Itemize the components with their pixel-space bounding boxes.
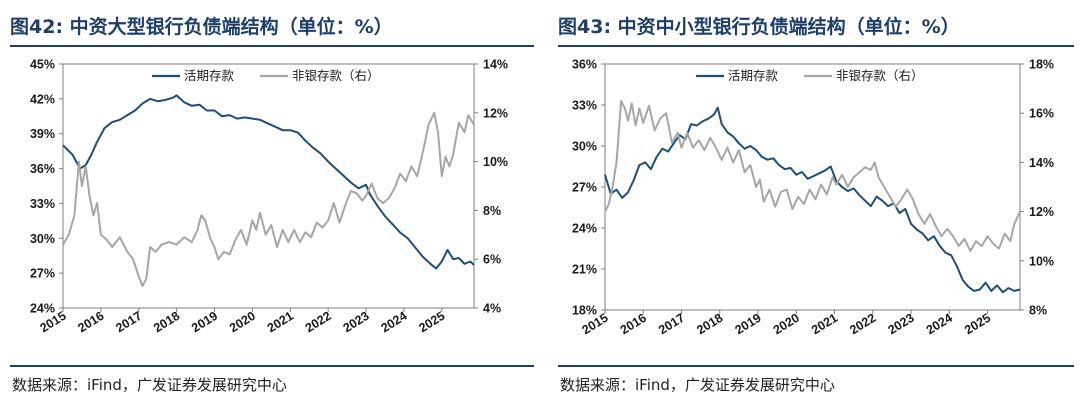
- x-tick-label: 2020: [227, 309, 258, 336]
- x-tick-label: 2025: [962, 311, 993, 338]
- legend-label: 活期存款: [728, 68, 779, 83]
- left-y-tick-label: 24%: [30, 302, 55, 316]
- left-y-tick-label: 36%: [572, 58, 597, 72]
- x-tick-label: 2023: [886, 311, 917, 338]
- legend-label: 非银存款（右）: [292, 68, 380, 83]
- right-y-tick-label: 4%: [483, 302, 501, 316]
- x-tick-label: 2016: [75, 309, 106, 336]
- left-y-tick-label: 36%: [30, 162, 55, 176]
- x-tick-label: 2024: [379, 309, 410, 336]
- right-y-tick-label: 14%: [1029, 156, 1054, 170]
- series-line-demand-deposit: [62, 94, 475, 270]
- right-y-tick-label: 16%: [1029, 107, 1054, 121]
- x-tick-label: 2021: [809, 311, 840, 338]
- right-y-tick-label: 12%: [483, 106, 508, 120]
- legend-label: 非银存款（右）: [836, 68, 924, 83]
- left-y-tick-label: 42%: [30, 92, 55, 106]
- left-y-tick-label: 30%: [30, 232, 55, 246]
- left-y-tick-label: 33%: [572, 99, 597, 113]
- right-panel: 图43: 中资中小型银行负债端结构（单位：%） 36% 33% 30% 27% 24% 2…: [548, 0, 1080, 416]
- right-y-tick-label: 8%: [1029, 304, 1047, 318]
- left-y-tick-label: 21%: [572, 263, 597, 277]
- left-bottom-rule: [10, 365, 534, 367]
- x-tick-label: 2018: [151, 309, 182, 336]
- left-chart: 45% 42% 39% 36% 33% 30% 27% 24% 14% 12% 10% 8% 6% 4% 2…: [30, 58, 508, 336]
- x-tick-label: 2017: [656, 311, 687, 338]
- left-chart-title: 图42: 中资大型银行负债端结构（单位：%）: [10, 16, 393, 38]
- x-tick-label: 2019: [189, 309, 220, 336]
- right-bottom-rule: [558, 365, 1074, 367]
- left-y-tick-label: 45%: [30, 58, 55, 72]
- left-source-note: 数据来源：iFind，广发证券发展研究中心: [12, 376, 287, 394]
- right-y-tick-label: 18%: [1029, 58, 1054, 72]
- left-y-tick-label: 30%: [572, 140, 597, 154]
- right-y-tick-label: 10%: [483, 155, 508, 169]
- x-tick-label: 2021: [265, 309, 296, 336]
- series-line-nonbank-deposit: [62, 111, 475, 287]
- left-y-tick-label: 24%: [572, 222, 597, 236]
- x-tick-label: 2025: [416, 309, 447, 336]
- left-panel: 图42: 中资大型银行负债端结构（单位：%） 45% 42% 39% 36% 33% 30…: [10, 16, 534, 394]
- x-tick-label: 2023: [341, 309, 372, 336]
- left-title-rule: [10, 45, 534, 47]
- x-tick-label: 2016: [618, 311, 649, 338]
- x-tick-label: 2020: [771, 311, 802, 338]
- left-y-tick-label: 39%: [30, 127, 55, 141]
- right-y-tick-label: 10%: [1029, 254, 1054, 268]
- x-tick-label: 2017: [113, 309, 144, 336]
- x-tick-label: 2024: [924, 311, 955, 338]
- right-y-tick-label: 12%: [1029, 205, 1054, 219]
- right-y-tick-label: 6%: [483, 253, 501, 267]
- left-y-tick-label: 27%: [30, 267, 55, 281]
- right-title-rule: [558, 45, 1074, 47]
- legend-label: 活期存款: [184, 68, 235, 83]
- right-source-note: 数据来源：iFind，广发证券发展研究中心: [560, 376, 835, 394]
- right-y-tick-label: 14%: [483, 58, 508, 72]
- left-y-tick-label: 33%: [30, 197, 55, 211]
- right-chart-title: 图43: 中资中小型银行负债端结构（单位：%）: [558, 16, 960, 38]
- plot-area-frame: [604, 63, 1021, 311]
- x-tick-label: 2018: [694, 311, 725, 338]
- left-y-tick-label: 18%: [572, 304, 597, 318]
- right-y-tick-label: 8%: [483, 204, 501, 218]
- series-line-demand-deposit: [604, 106, 1021, 294]
- right-chart: 36% 33% 30% 27% 24% 21% 18% 18% 16% 14% 12% 10% 8% 20…: [572, 58, 1054, 338]
- plot-area-frame: [62, 63, 475, 309]
- series-line-nonbank-deposit: [604, 99, 1021, 252]
- x-tick-label: 2022: [303, 309, 334, 336]
- x-tick-label: 2019: [733, 311, 764, 338]
- left-y-tick-label: 27%: [572, 181, 597, 195]
- x-tick-label: 2022: [847, 311, 878, 338]
